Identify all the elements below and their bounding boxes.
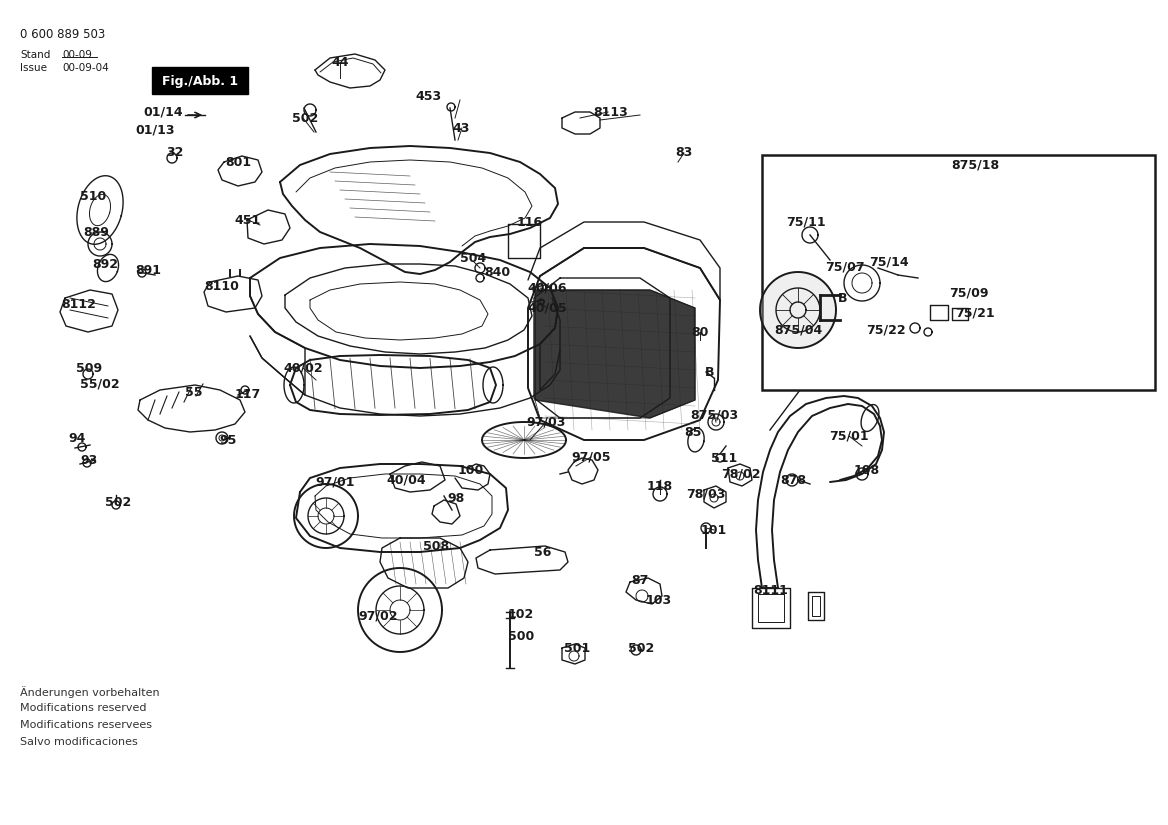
Text: 00-09-04: 00-09-04 [62, 63, 109, 73]
Bar [762, 155, 1155, 390]
Text: 875/03: 875/03 [690, 408, 738, 422]
Text: 56: 56 [534, 546, 551, 559]
Polygon shape [535, 290, 695, 418]
Text: 83: 83 [675, 147, 693, 159]
Text: 75/21: 75/21 [955, 307, 995, 319]
Text: 75/14: 75/14 [869, 256, 909, 268]
Text: 40/06: 40/06 [527, 281, 566, 295]
Text: 01/14: 01/14 [144, 106, 183, 119]
Text: 78/02: 78/02 [722, 468, 760, 480]
Text: 116: 116 [517, 215, 543, 229]
Text: 40/02: 40/02 [283, 361, 322, 375]
Text: Änderungen vorbehalten: Änderungen vorbehalten [20, 686, 160, 698]
Text: 75/22: 75/22 [867, 323, 906, 337]
Text: 878: 878 [780, 474, 806, 487]
Text: 75/07: 75/07 [825, 261, 864, 274]
Text: 55/02: 55/02 [81, 378, 120, 390]
Text: 502: 502 [628, 642, 654, 654]
Text: 118: 118 [647, 480, 673, 493]
Text: 75/01: 75/01 [829, 430, 869, 442]
Text: 85: 85 [684, 426, 702, 439]
Text: 40/05: 40/05 [527, 301, 566, 314]
Text: 108: 108 [854, 464, 880, 478]
Text: 8110: 8110 [204, 280, 239, 293]
Text: 01/13: 01/13 [135, 124, 175, 136]
Text: 98: 98 [447, 492, 465, 505]
Text: B: B [705, 365, 715, 379]
Text: 875/04: 875/04 [774, 323, 822, 337]
Bar [152, 67, 248, 94]
Text: 94: 94 [68, 431, 85, 445]
Text: 502: 502 [105, 496, 131, 508]
Text: 8112: 8112 [62, 299, 97, 312]
Text: 451: 451 [235, 214, 262, 227]
Text: 97/02: 97/02 [359, 610, 398, 623]
Polygon shape [760, 272, 836, 348]
Text: 509: 509 [76, 361, 102, 375]
Text: 97/03: 97/03 [527, 416, 565, 428]
Text: 840: 840 [484, 266, 510, 280]
Text: 101: 101 [701, 524, 728, 536]
Text: 95: 95 [220, 433, 237, 446]
Text: 504: 504 [460, 252, 486, 266]
Text: Fig./Abb. 1: Fig./Abb. 1 [162, 75, 238, 88]
Text: 93: 93 [81, 454, 98, 466]
Text: 80: 80 [691, 326, 709, 338]
Text: 00-09: 00-09 [62, 50, 92, 60]
Text: 8113: 8113 [593, 106, 628, 119]
Text: 55: 55 [186, 386, 203, 399]
Text: 508: 508 [423, 540, 449, 554]
Text: 875/18: 875/18 [951, 158, 999, 172]
Text: 891: 891 [135, 265, 161, 277]
Text: B: B [839, 291, 848, 304]
Text: 117: 117 [235, 388, 262, 400]
Text: 511: 511 [711, 451, 737, 464]
Text: 892: 892 [92, 257, 118, 271]
Text: 801: 801 [225, 157, 251, 169]
Text: Stand: Stand [20, 50, 50, 60]
Text: 100: 100 [458, 464, 484, 478]
Text: 75/09: 75/09 [950, 286, 989, 299]
Text: 87: 87 [632, 573, 648, 587]
Text: 43: 43 [452, 121, 470, 134]
Text: 501: 501 [564, 642, 590, 654]
Text: Modifications reservees: Modifications reservees [20, 720, 152, 730]
Text: 75/11: 75/11 [786, 215, 826, 229]
Text: 97/05: 97/05 [571, 450, 611, 464]
Text: 103: 103 [646, 595, 672, 607]
Text: 40/04: 40/04 [387, 474, 426, 487]
Text: 78/03: 78/03 [687, 488, 725, 501]
Text: 500: 500 [508, 629, 534, 643]
Text: 8111: 8111 [753, 584, 788, 597]
Text: 0 600 889 503: 0 600 889 503 [20, 28, 105, 41]
Text: 510: 510 [79, 190, 106, 202]
Text: 502: 502 [292, 111, 318, 125]
Text: Salvo modificaciones: Salvo modificaciones [20, 737, 138, 747]
Text: Issue: Issue [20, 63, 47, 73]
Text: 32: 32 [166, 147, 183, 159]
Text: 44: 44 [332, 55, 349, 68]
Text: Modifications reserved: Modifications reserved [20, 703, 146, 713]
Text: 889: 889 [83, 227, 109, 239]
Text: 453: 453 [415, 89, 442, 102]
Text: 97/01: 97/01 [315, 475, 355, 488]
Text: 102: 102 [508, 607, 534, 620]
